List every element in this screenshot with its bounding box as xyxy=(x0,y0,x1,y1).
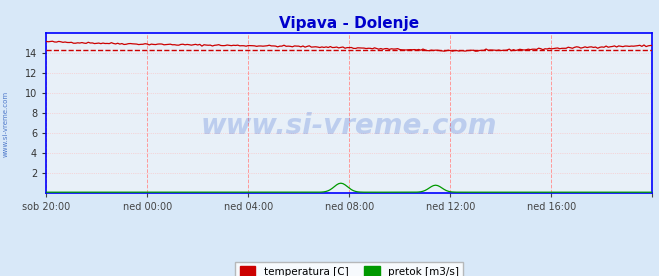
Title: Vipava - Dolenje: Vipava - Dolenje xyxy=(279,15,419,31)
Text: www.si-vreme.com: www.si-vreme.com xyxy=(201,112,498,140)
Text: www.si-vreme.com: www.si-vreme.com xyxy=(2,91,9,157)
Legend: temperatura [C], pretok [m3/s]: temperatura [C], pretok [m3/s] xyxy=(235,262,463,276)
